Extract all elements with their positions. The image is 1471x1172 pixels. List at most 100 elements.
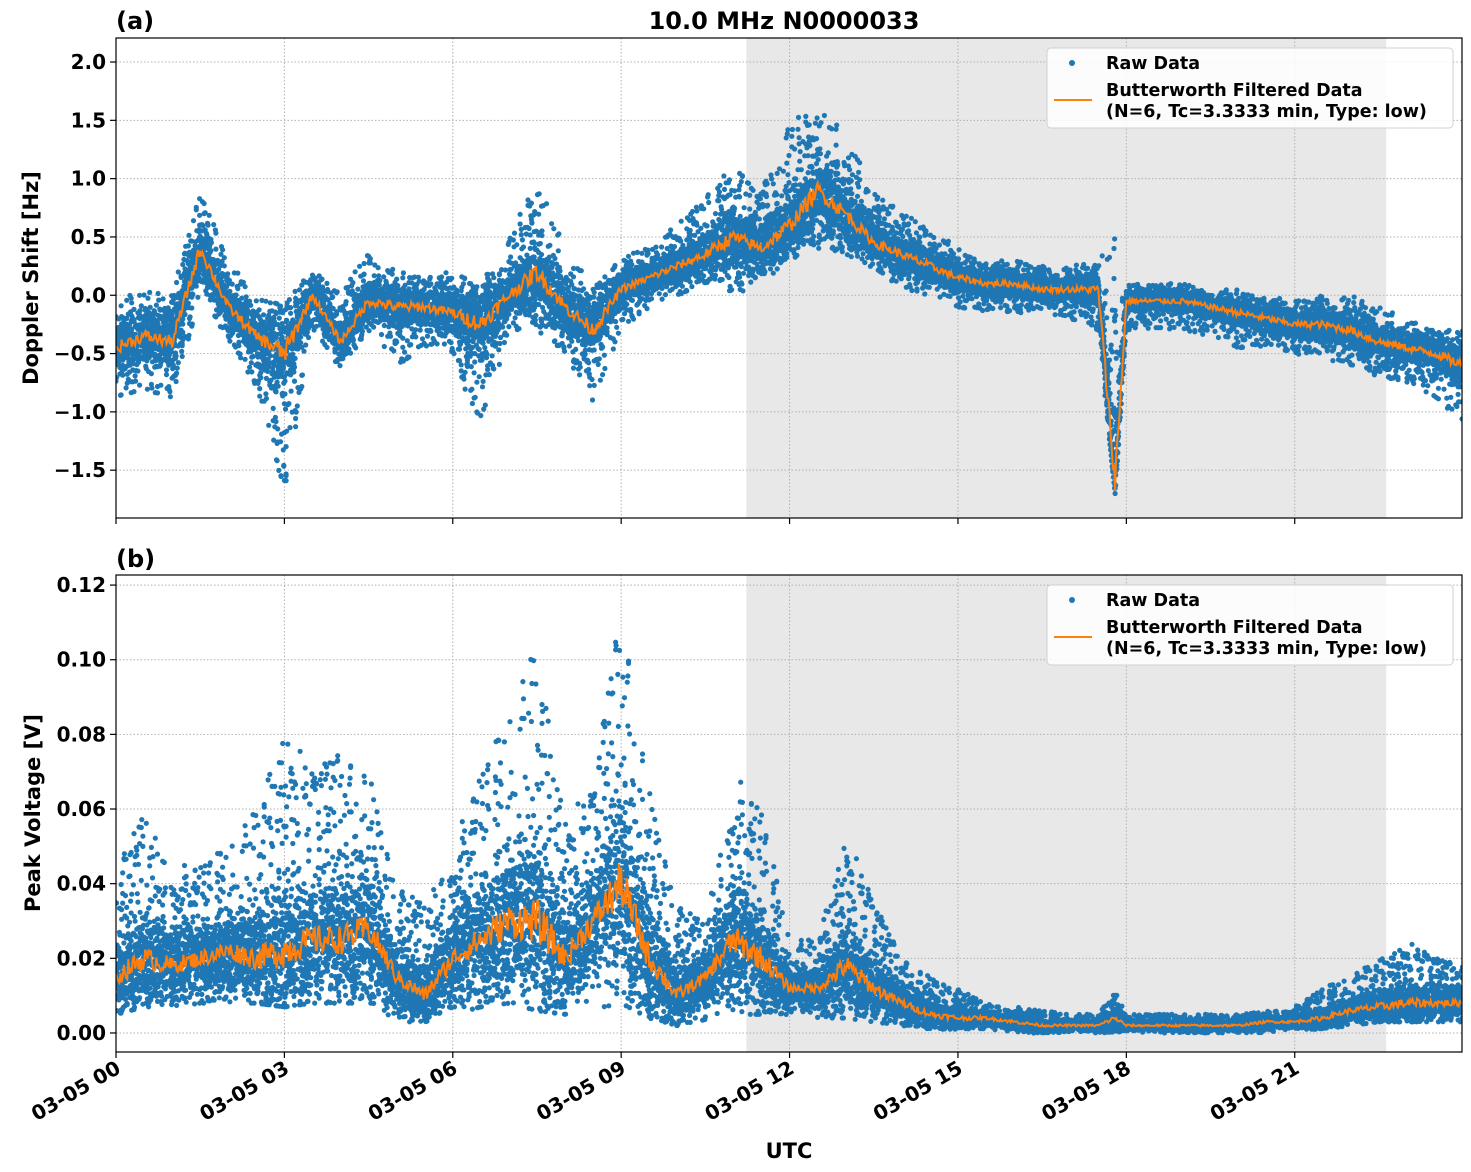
raw-data-point [153,302,159,308]
raw-data-point [257,386,263,392]
raw-data-point [273,419,279,425]
raw-data-point [277,303,284,309]
raw-data-point [131,317,137,323]
raw-data-point [324,280,330,286]
raw-data-point [497,340,503,347]
raw-data-point [355,286,361,292]
raw-data-point [275,383,281,389]
raw-data-point [225,271,231,277]
raw-data-point [208,240,214,246]
raw-data-point [419,336,426,342]
raw-data-point [350,337,356,343]
raw-data-point [496,347,502,353]
raw-data-point [206,212,212,218]
raw-data-point [118,392,124,398]
raw-data-point [514,242,520,248]
raw-data-point [288,388,294,394]
raw-data-point [536,191,542,197]
raw-data-point [401,349,408,355]
raw-data-point [238,355,244,361]
raw-data-point [155,321,161,327]
raw-data-point [394,276,400,282]
raw-data-point [485,271,491,277]
raw-data-point [282,391,288,397]
raw-data-point [460,281,466,287]
raw-data-point [135,368,141,374]
raw-data-point [154,390,161,396]
raw-data-point [361,271,367,277]
raw-data-point [484,351,490,357]
raw-data-point [334,289,340,295]
raw-data-point [267,300,273,306]
raw-data-point [292,355,298,361]
raw-data-point [543,201,550,207]
raw-data-point [189,321,195,327]
raw-data-point [361,260,367,267]
raw-data-point [144,386,150,392]
raw-data-point [158,382,164,388]
raw-data-point [137,292,143,298]
raw-data-point [424,333,431,339]
raw-data-point [267,353,273,359]
raw-data-point [569,338,575,344]
raw-data-point [283,471,289,477]
raw-data-point [471,370,477,376]
raw-data-point [294,403,300,409]
raw-data-point [506,324,512,330]
raw-data-point [301,348,307,354]
raw-data-point [163,372,170,378]
raw-data-point [330,294,336,300]
raw-data-point [319,276,325,282]
raw-data-point [276,467,282,473]
raw-data-point [193,207,199,213]
raw-data-point [511,230,518,236]
raw-data-point [242,284,248,290]
raw-data-point [496,361,502,367]
raw-data-point [146,309,152,315]
raw-data-point [536,211,542,217]
raw-data-point [284,317,290,323]
raw-data-point [180,261,186,268]
raw-data-point [196,270,202,276]
raw-data-point [257,393,263,399]
raw-data-point [174,365,180,371]
raw-data-point [180,329,186,335]
raw-data-point [129,300,135,306]
raw-data-point [288,305,294,311]
raw-data-point [527,245,533,251]
raw-data-point [147,289,153,295]
raw-data-point [277,439,284,445]
raw-data-point [137,308,143,314]
raw-data-point [256,307,262,313]
raw-data-point [468,364,474,370]
raw-data-point [387,333,394,339]
raw-data-point [334,311,340,317]
raw-data-point [551,226,557,232]
raw-data-point [239,295,245,301]
raw-data-point [220,247,226,253]
raw-data-point [180,321,186,327]
raw-data-point [291,369,297,375]
raw-data-point [533,312,539,319]
panel-a-ylabel: Doppler Shift [Hz] [19,171,43,385]
raw-data-point [250,353,256,360]
raw-data-point [427,274,433,280]
raw-data-point [123,385,129,391]
raw-data-point [352,269,358,275]
raw-data-point [474,379,480,385]
raw-data-point [378,331,385,338]
raw-data-point [299,383,305,390]
raw-data-point [282,406,289,412]
raw-data-point [279,334,285,340]
raw-data-point [529,220,535,226]
raw-data-point [371,324,377,330]
raw-data-point [520,244,527,250]
raw-data-point [575,338,582,344]
raw-data-point [116,375,120,381]
raw-data-point [528,200,535,206]
raw-data-point [221,263,227,269]
raw-data-point [476,346,482,352]
raw-data-point [179,341,185,347]
raw-data-point [486,372,492,378]
raw-data-point [305,334,312,341]
